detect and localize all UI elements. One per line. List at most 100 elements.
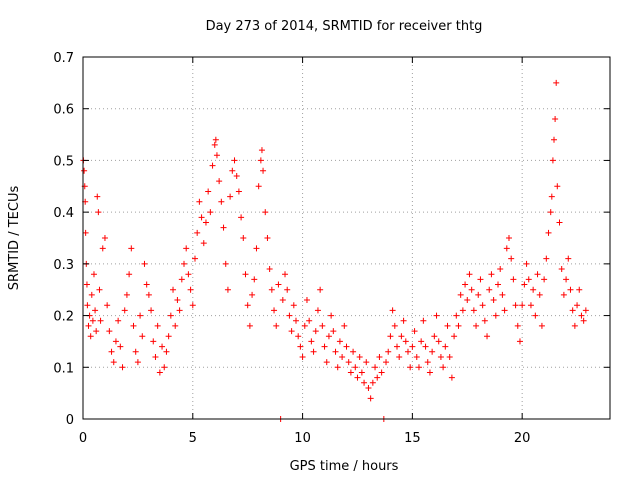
data-point [479,302,486,309]
data-point [99,245,106,252]
plot-frame [82,56,611,420]
data-point [508,255,515,262]
data-point [510,276,517,283]
data-point [88,291,95,298]
data-point [128,245,135,252]
data-point [117,343,124,350]
data-point [196,198,203,205]
data-point [418,338,425,345]
data-point [89,317,96,324]
data-point [233,172,240,179]
data-point [288,328,295,335]
data-point [569,307,576,314]
data-point [93,328,100,335]
data-point [426,369,433,376]
data-point [292,317,299,324]
data-point [376,353,383,360]
data-point [547,209,554,216]
y-tick-label-4: 0.4 [53,206,74,221]
data-point [121,307,128,314]
data-point [306,317,313,324]
data-point [119,364,126,371]
data-point [486,286,493,293]
data-point [220,224,227,231]
data-point [576,286,583,293]
data-point [328,312,335,319]
data-point [367,395,374,402]
data-point [227,193,234,200]
data-point [541,276,548,283]
data-point [143,281,150,288]
data-point [525,276,532,283]
data-point [262,209,269,216]
data-point [358,369,365,376]
data-point [549,157,556,164]
data-point [574,302,581,309]
data-point [543,255,550,262]
data-point [523,260,530,267]
data-point [209,162,216,169]
data-point [308,338,315,345]
data-point [365,384,372,391]
data-point [554,183,561,190]
x-tick-label-1: 5 [189,431,197,446]
data-point [356,353,363,360]
data-point [527,302,534,309]
data-point [455,322,462,329]
data-point [387,333,394,340]
data-point [141,260,148,267]
data-point [200,240,207,247]
data-point [459,307,466,314]
data-point [332,348,339,355]
data-point [130,322,137,329]
x-tick-label-0: 0 [79,431,87,446]
data-point [207,209,214,216]
data-point [347,369,354,376]
data-point [163,348,170,355]
y-axis-label: SRMTID / TECUs [7,186,22,291]
data-point [181,260,188,267]
data-point [279,297,286,304]
data-point [161,364,168,371]
y-tick-label-7: 0.7 [53,51,74,66]
data-point [580,317,587,324]
data-point [191,255,198,262]
data-point [470,307,477,314]
data-point [361,379,368,386]
x-axis-label: GPS time / hours [290,459,399,474]
data-point [363,359,370,366]
data-point [334,364,341,371]
data-point [571,322,578,329]
data-point [101,235,108,241]
data-point [264,235,271,241]
data-point [369,379,376,386]
data-point [231,157,238,164]
data-point [481,317,488,324]
data-point [112,338,119,345]
data-point [534,271,541,278]
data-point [501,307,508,314]
grid [83,57,610,419]
data-point [451,333,458,340]
x-tick-label-2: 10 [294,431,311,446]
data-point [413,353,420,360]
data-point [446,353,453,360]
data-point [198,214,205,221]
data-point [352,364,359,371]
data-point [317,286,324,293]
chart-title: Day 273 of 2014, SRMTID for receiver tht… [206,19,483,34]
data-point [552,116,559,123]
data-point [216,178,223,185]
data-point [176,307,183,314]
data-point [290,302,297,309]
data-point [339,353,346,360]
y-tick-label-3: 0.3 [53,258,74,273]
data-point [516,338,523,345]
data-point [159,343,166,350]
data-point [240,235,247,241]
data-point [578,312,585,319]
data-point [336,338,343,345]
data-point [402,338,409,345]
data-point [404,348,411,355]
data-point [137,312,144,319]
